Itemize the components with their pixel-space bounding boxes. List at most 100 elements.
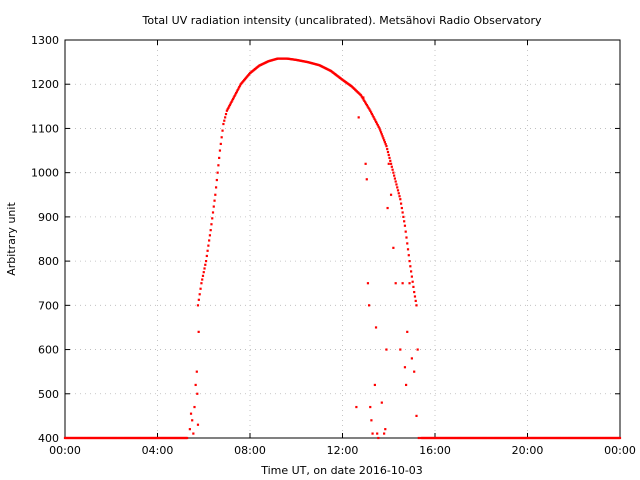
data-point bbox=[394, 180, 397, 183]
y-tick-label: 700 bbox=[38, 299, 59, 312]
data-point bbox=[227, 106, 230, 109]
data-point bbox=[226, 108, 229, 111]
y-tick-label: 600 bbox=[38, 344, 59, 357]
data-point bbox=[375, 120, 378, 124]
data-point bbox=[231, 97, 235, 101]
data-point bbox=[236, 89, 239, 92]
data-point bbox=[235, 90, 238, 93]
data-point bbox=[216, 171, 219, 174]
data-point bbox=[212, 205, 215, 208]
x-axis-label: Time UT, on date 2016-10-03 bbox=[260, 464, 423, 477]
data-point bbox=[360, 95, 363, 98]
y-tick-label: 500 bbox=[38, 388, 59, 401]
data-point bbox=[222, 122, 225, 126]
data-point bbox=[395, 183, 398, 186]
data-point bbox=[364, 162, 367, 165]
data-point bbox=[380, 133, 383, 136]
x-ticks: 00:00 04:00 08:00 12:00 16:00 20:00 00:00 bbox=[49, 40, 636, 457]
data-point bbox=[224, 116, 227, 119]
data-point bbox=[408, 282, 411, 285]
y-tick-label: 800 bbox=[38, 255, 59, 268]
data-point bbox=[367, 304, 371, 307]
data-point bbox=[199, 287, 202, 290]
data-point bbox=[237, 87, 240, 90]
data-point bbox=[366, 105, 369, 108]
data-point bbox=[389, 193, 393, 196]
data-point bbox=[201, 274, 205, 277]
data-point bbox=[390, 165, 393, 168]
plot-frame bbox=[64, 39, 621, 439]
data-point bbox=[372, 116, 375, 119]
data-point bbox=[408, 260, 411, 263]
data-point bbox=[399, 348, 402, 351]
y-tick-label: 1100 bbox=[31, 122, 59, 135]
data-point bbox=[385, 145, 388, 148]
data-point bbox=[200, 282, 203, 285]
data-point bbox=[374, 119, 377, 122]
data-point bbox=[188, 428, 191, 431]
data-point bbox=[210, 223, 213, 226]
x-tick-label: 16:00 bbox=[419, 444, 451, 457]
data-point bbox=[389, 162, 393, 165]
data-point bbox=[411, 280, 414, 283]
data-point bbox=[385, 348, 388, 351]
y-tick-label: 1200 bbox=[31, 78, 59, 91]
data-point bbox=[223, 119, 226, 122]
data-point bbox=[233, 94, 236, 98]
data-point bbox=[362, 98, 365, 101]
data-point bbox=[217, 164, 220, 167]
y-tick-label: 900 bbox=[38, 211, 59, 224]
data-point bbox=[363, 99, 366, 103]
data-point bbox=[377, 436, 380, 440]
data-point bbox=[197, 298, 200, 301]
data-point bbox=[186, 436, 189, 440]
data-point bbox=[406, 242, 409, 245]
data-point bbox=[380, 401, 383, 404]
data-point bbox=[225, 109, 228, 112]
x-tick-label: 08:00 bbox=[234, 444, 266, 457]
data-point bbox=[377, 125, 380, 128]
data-point bbox=[409, 265, 412, 268]
y-tick-label: 400 bbox=[38, 432, 59, 445]
data-point bbox=[375, 122, 379, 125]
y-tick-label: 1300 bbox=[31, 34, 59, 47]
data-point bbox=[192, 432, 195, 435]
data-point bbox=[405, 236, 408, 239]
data-point bbox=[373, 383, 376, 387]
data-point bbox=[379, 129, 382, 132]
data-point bbox=[369, 405, 372, 409]
data-point bbox=[403, 366, 407, 369]
data-point bbox=[203, 267, 206, 270]
data-point bbox=[211, 211, 215, 214]
data-point bbox=[378, 127, 381, 130]
data-point bbox=[402, 215, 405, 218]
data-point bbox=[206, 249, 209, 252]
data-point bbox=[232, 96, 235, 99]
y-ticks: 400 500 600 700 800 900 1000 1100 1200 1300 bbox=[31, 34, 620, 445]
data-point bbox=[415, 414, 418, 417]
data-point bbox=[413, 290, 416, 294]
data-point bbox=[195, 370, 198, 373]
data-point bbox=[403, 224, 407, 227]
data-point bbox=[238, 84, 242, 87]
data-point bbox=[389, 159, 392, 162]
data-point bbox=[391, 168, 394, 171]
data-point bbox=[392, 246, 395, 249]
data-point bbox=[396, 189, 400, 192]
data-point bbox=[381, 135, 384, 138]
data-point bbox=[211, 217, 214, 220]
data-point bbox=[399, 198, 402, 201]
data-point bbox=[371, 432, 374, 435]
data-point bbox=[387, 162, 390, 165]
data-point bbox=[208, 239, 211, 242]
data-point bbox=[194, 383, 197, 387]
data-point bbox=[401, 211, 404, 214]
data-point bbox=[382, 137, 385, 140]
data-point bbox=[368, 108, 371, 111]
data-point bbox=[189, 412, 193, 415]
data-point bbox=[357, 116, 360, 119]
data-point bbox=[397, 192, 400, 195]
data-point bbox=[398, 195, 401, 198]
data-point bbox=[386, 147, 389, 151]
